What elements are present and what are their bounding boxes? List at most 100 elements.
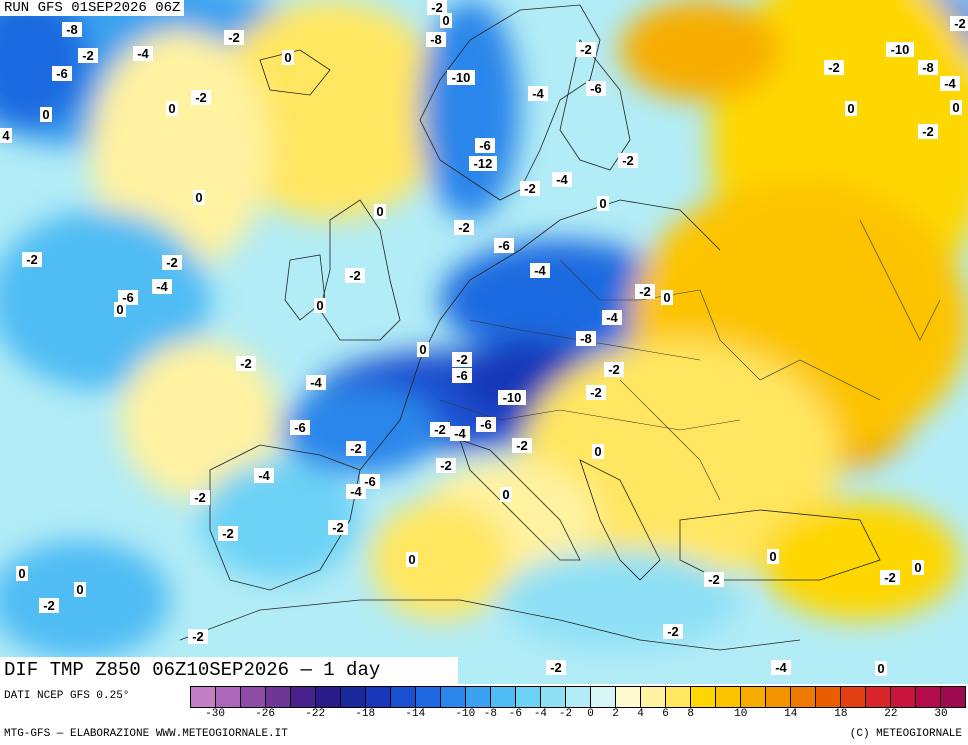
contour-label: 0 xyxy=(374,204,386,219)
contour-label: -4 xyxy=(530,263,550,278)
svg-text:-2: -2 xyxy=(195,90,207,105)
contour-label: -2 xyxy=(218,526,238,541)
legend-swatch xyxy=(316,687,341,707)
contour-label: -2 xyxy=(430,422,450,437)
svg-text:-2: -2 xyxy=(667,624,679,639)
contour-label: 0 xyxy=(767,549,779,564)
svg-text:-2: -2 xyxy=(456,352,468,367)
legend-swatch xyxy=(341,687,366,707)
legend-tick-label: 14 xyxy=(784,708,798,720)
anomaly-region-8 xyxy=(440,240,680,360)
svg-text:-6: -6 xyxy=(294,420,306,435)
svg-text:-10: -10 xyxy=(503,390,522,405)
contour-label: -2 xyxy=(880,570,900,585)
contour-label: -8 xyxy=(918,60,938,75)
contour-label: -2 xyxy=(346,441,366,456)
anomaly-region-13 xyxy=(0,540,170,660)
legend-swatch xyxy=(491,687,516,707)
legend-swatch xyxy=(366,687,391,707)
anomaly-field xyxy=(0,0,968,660)
svg-text:-8: -8 xyxy=(430,32,442,47)
svg-text:-2: -2 xyxy=(43,598,55,613)
svg-text:-4: -4 xyxy=(534,263,546,278)
contour-label: 0 xyxy=(166,101,178,116)
legend-tick-label: -22 xyxy=(305,708,326,720)
legend-tick-label: -14 xyxy=(405,708,426,720)
svg-text:-2: -2 xyxy=(350,441,362,456)
legend-swatch xyxy=(466,687,491,707)
contour-label: -6 xyxy=(452,368,472,383)
anomaly-region-6 xyxy=(120,340,280,500)
legend-tick-label: -26 xyxy=(255,708,275,720)
contour-label: 0 xyxy=(440,13,452,28)
svg-text:0: 0 xyxy=(18,566,25,581)
contour-label: -2 xyxy=(78,48,98,63)
svg-text:-2: -2 xyxy=(82,48,94,63)
contour-label: -2 xyxy=(704,572,724,587)
svg-text:-2: -2 xyxy=(192,629,204,644)
legend-swatch xyxy=(541,687,566,707)
contour-label: -2 xyxy=(224,30,244,45)
legend-swatch xyxy=(941,687,965,707)
legend-tick-label: -8 xyxy=(483,708,497,720)
anomaly-region-11 xyxy=(280,385,440,475)
contour-label: 0 xyxy=(500,487,512,502)
legend-tick-label: 2 xyxy=(612,708,619,720)
main-title: DIF TMP Z850 06Z10SEP2026 — 1 day xyxy=(0,657,458,684)
legend-swatch xyxy=(691,687,716,707)
data-source-label: DATI NCEP GFS 0.25° xyxy=(4,690,130,702)
svg-text:0: 0 xyxy=(442,13,449,28)
contour-label: -8 xyxy=(426,32,446,47)
contour-label: -2 xyxy=(39,598,59,613)
run-title: RUN GFS 01SEP2026 06Z xyxy=(0,0,185,16)
svg-text:0: 0 xyxy=(168,101,175,116)
legend-tick-label: -6 xyxy=(508,708,523,720)
contour-label: -2 xyxy=(576,42,596,57)
contour-label: 0 xyxy=(40,107,52,122)
contour-label: -2 xyxy=(950,16,968,31)
legend-tick-label: 22 xyxy=(884,708,898,720)
contour-label: -2 xyxy=(520,181,540,196)
legend-swatch xyxy=(241,687,266,707)
anomaly-region-5 xyxy=(0,210,210,390)
svg-text:0: 0 xyxy=(376,204,383,219)
svg-text:-2: -2 xyxy=(922,124,934,139)
legend-swatch xyxy=(441,687,466,707)
legend-tick-label: 4 xyxy=(637,708,644,720)
svg-text:0: 0 xyxy=(284,50,291,65)
contour-label: 0 xyxy=(661,290,673,305)
legend-tick-label: -4 xyxy=(533,708,548,720)
credit-left: MTG-GFS — ELABORAZIONE WWW.METEOGIORNALE… xyxy=(4,728,288,740)
legend-swatch xyxy=(391,687,416,707)
svg-text:-2: -2 xyxy=(608,362,620,377)
contour-label: -2 xyxy=(191,90,211,105)
svg-text:-10: -10 xyxy=(452,70,471,85)
legend-swatch xyxy=(591,687,616,707)
svg-text:-4: -4 xyxy=(556,172,568,187)
svg-text:-2: -2 xyxy=(434,422,446,437)
contour-label: -6 xyxy=(475,138,495,153)
anomaly-region-3 xyxy=(210,0,450,220)
legend-swatch xyxy=(916,687,941,707)
legend-tick-label: 8 xyxy=(687,708,694,720)
contour-label: 0 xyxy=(597,196,609,211)
legend-swatch xyxy=(516,687,541,707)
svg-text:-6: -6 xyxy=(56,66,68,81)
legend-footer: DATI NCEP GFS 0.25° -30 -26 -22 -18 -14 -10 -8… xyxy=(0,684,968,745)
svg-text:-2: -2 xyxy=(332,520,344,535)
svg-text:-8: -8 xyxy=(922,60,934,75)
contour-label: -4 xyxy=(552,172,572,187)
contour-label: -6 xyxy=(476,417,496,432)
legend-tick-label: 0 xyxy=(587,708,594,720)
contour-label: 0 xyxy=(314,298,326,313)
svg-text:0: 0 xyxy=(316,298,323,313)
svg-text:-2: -2 xyxy=(580,42,592,57)
svg-text:-2: -2 xyxy=(622,153,634,168)
svg-text:-6: -6 xyxy=(479,138,491,153)
contour-label: -4 xyxy=(152,279,172,294)
contour-label: -6 xyxy=(118,290,138,305)
svg-text:4: 4 xyxy=(2,128,10,143)
contour-label: -2 xyxy=(345,268,365,283)
contour-label: -2 xyxy=(236,356,256,371)
